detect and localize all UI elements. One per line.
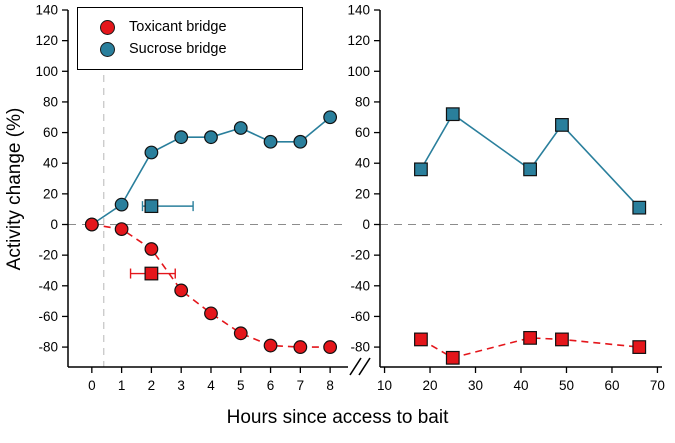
y-tick-label: 80 (355, 94, 370, 109)
x-tick-label: 70 (650, 378, 665, 393)
x-tick-label: 7 (297, 378, 305, 393)
toxicant-bridge-field-point (414, 332, 428, 347)
legend-label: Toxicant bridge (129, 19, 227, 35)
y-tick-label: -60 (38, 309, 58, 324)
y-tick-label: -20 (38, 248, 58, 263)
x-tick-label: 2 (148, 378, 156, 393)
x-axis-title: Hours since access to bait (226, 407, 449, 428)
x-tick-label: 8 (326, 378, 334, 393)
y-tick-label: -60 (350, 309, 370, 324)
axis-break-icon (358, 357, 371, 376)
toxicant-bridge-field-point (555, 332, 569, 347)
x-tick-label: 30 (468, 378, 483, 393)
toxicant-bridge-point (323, 340, 338, 354)
y-tick-label: -20 (350, 248, 370, 263)
toxicant-bridge-line (91, 223, 331, 348)
y-tick-label: 60 (43, 125, 58, 140)
sucrose-bridge-point (293, 134, 308, 149)
y-tick-label: -40 (38, 278, 58, 293)
y-tick-label: 100 (347, 64, 370, 79)
y-tick-label: 20 (355, 186, 370, 201)
toxicant-bridge-point (263, 338, 278, 353)
toxicant-bridge-point (293, 340, 308, 354)
sucrose-bridge-field-point (523, 162, 537, 177)
sucrose-bridge-field-point (632, 200, 647, 215)
y-tick-label: 140 (35, 3, 58, 18)
sucrose-bridge-point (323, 110, 338, 125)
legend-label: Sucrose bridge (129, 41, 227, 57)
y-tick-label: 0 (50, 217, 58, 232)
toxicant-bridge-field-point (445, 350, 460, 365)
y-tick-label: 120 (35, 33, 58, 48)
x-tick-label: 10 (377, 378, 392, 393)
sucrose-bridge-point (233, 121, 248, 135)
x-tick-label: 4 (207, 378, 215, 393)
x-tick-label: 60 (604, 378, 619, 393)
x-tick-label: 20 (423, 378, 438, 393)
sucrose-bridge-field-point (445, 107, 460, 122)
x-tick-label: 50 (559, 378, 574, 393)
y-tick-label: 0 (362, 217, 370, 232)
sucrose-bridge-point (263, 134, 278, 149)
toxicant-bridge-point (84, 217, 99, 232)
toxicant-bridge-point (204, 306, 218, 321)
x-tick-label: 6 (267, 378, 275, 393)
y-tick-label: 80 (43, 94, 58, 109)
toxicant-marker-icon (100, 19, 115, 35)
y-tick-label: 40 (43, 156, 58, 171)
x-tick-label: 1 (118, 378, 126, 393)
x-tick-label: 3 (177, 378, 185, 393)
y-tick-label: 100 (35, 64, 58, 79)
toxicant-bridge-point (174, 283, 189, 298)
sucrose-bridge-point (144, 145, 159, 160)
toxicant-bridge-point (144, 242, 159, 256)
y-tick-label: 120 (347, 33, 370, 48)
sucrose-bridge-point (204, 130, 218, 145)
sucrose-bridge-point (174, 130, 189, 145)
toxicant-field-point (144, 266, 159, 281)
toxicant-bridge-field-point (523, 330, 537, 345)
toxicant-bridge-point (233, 326, 248, 341)
sucrose-bridge-field-point (414, 162, 428, 177)
legend: Toxicant bridge Sucrose bridge (77, 7, 303, 70)
toxicant-bridge-field-point (632, 340, 647, 354)
y-tick-label: -80 (38, 340, 58, 355)
y-tick-label: -80 (350, 340, 370, 355)
sucrose-bridge-field-line (420, 113, 640, 209)
x-tick-label: 40 (513, 378, 528, 393)
x-tick-label: 0 (88, 378, 96, 393)
y-tick-label: 20 (43, 186, 58, 201)
toxicant-bridge-field-line (420, 337, 640, 359)
y-tick-label: 140 (347, 3, 370, 18)
x-tick-label: 5 (237, 378, 245, 393)
sucrose-marker-icon (100, 41, 115, 57)
sucrose-field-point (144, 199, 159, 214)
sucrose-bridge-field-point (555, 118, 569, 132)
legend-item-toxicant: Toxicant bridge (78, 16, 302, 38)
sucrose-bridge-point (114, 197, 129, 212)
y-tick-label: 40 (355, 156, 370, 171)
y-tick-label: -40 (350, 278, 370, 293)
legend-item-sucrose: Sucrose bridge (78, 38, 302, 60)
axis-break-icon (349, 357, 362, 376)
y-tick-label: 60 (355, 125, 370, 140)
y-axis-title: Activity change (%) (4, 107, 25, 271)
toxicant-bridge-point (114, 222, 129, 237)
